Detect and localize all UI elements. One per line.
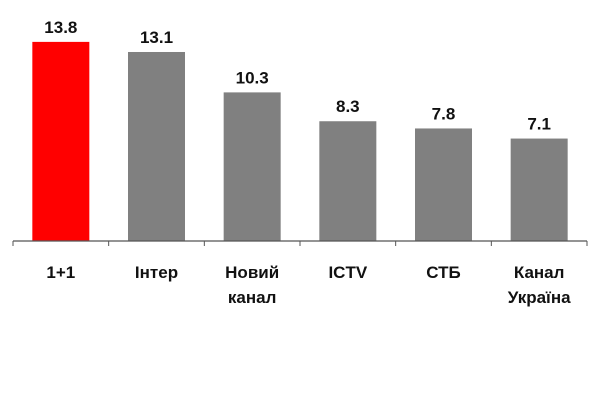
value-label: 10.3 xyxy=(236,68,269,87)
category-label: СТБ xyxy=(426,263,460,282)
bar-1 xyxy=(32,41,90,242)
value-label: 7.8 xyxy=(432,104,456,123)
category-label: ICTV xyxy=(328,263,367,282)
value-labels: 13.8 13.1 10.3 8.3 7.8 7.1 xyxy=(44,18,551,134)
bar-3 xyxy=(223,92,281,241)
bar-6 xyxy=(510,138,568,241)
bar-4 xyxy=(319,121,377,241)
bar-2 xyxy=(128,51,185,241)
value-label: 13.1 xyxy=(140,28,173,47)
bar-5 xyxy=(415,128,472,241)
category-label: Інтер xyxy=(135,263,178,282)
x-axis-ticks xyxy=(12,241,588,246)
value-label: 13.8 xyxy=(44,18,77,37)
category-label: Канал Україна xyxy=(508,263,571,307)
category-label: Новий канал xyxy=(225,263,279,307)
category-label: 1+1 xyxy=(46,263,75,282)
category-labels: 1+1 Інтер Новий канал ICTV СТБ Канал Україна xyxy=(46,263,571,307)
value-label: 8.3 xyxy=(336,97,360,116)
value-label: 7.1 xyxy=(527,115,551,134)
bars-layer xyxy=(32,41,568,242)
